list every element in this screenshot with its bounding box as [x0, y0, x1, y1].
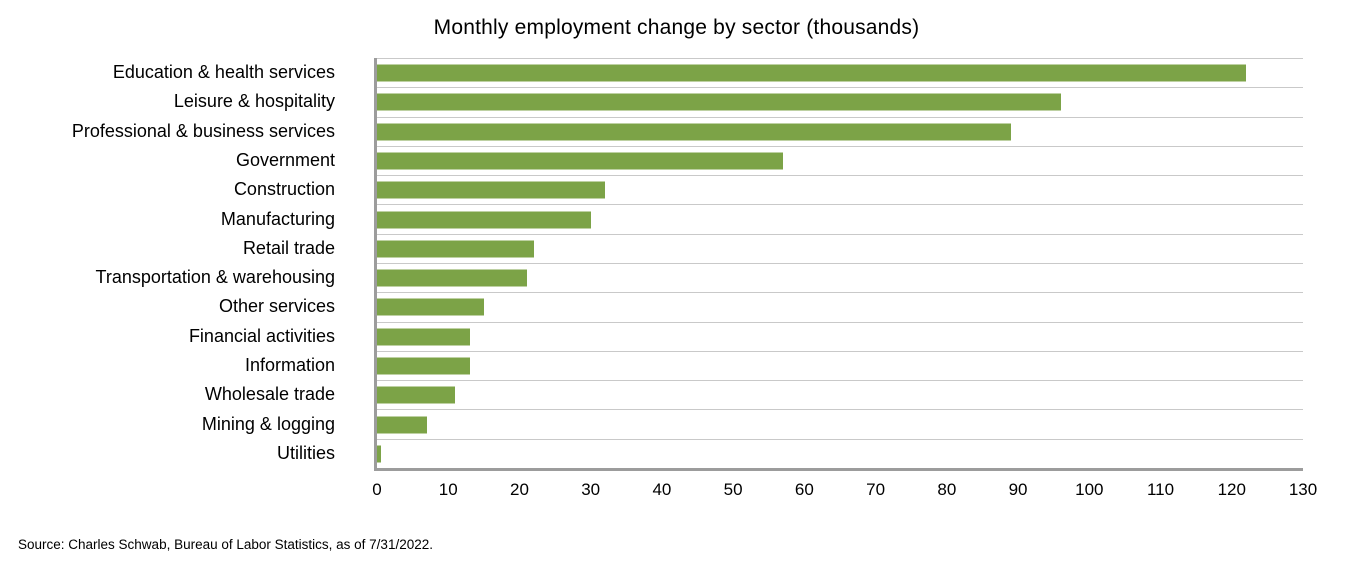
bar [377, 211, 591, 229]
bar-row [377, 87, 1303, 116]
bar-row [377, 116, 1303, 146]
x-tick-label: 30 [581, 480, 601, 499]
bar [377, 93, 1061, 111]
bar [377, 240, 534, 258]
bar-row [377, 409, 1303, 438]
x-tick-label: 90 [1008, 480, 1028, 499]
chart-title: Monthly employment change by sector (tho… [433, 16, 920, 39]
bar [377, 64, 1246, 82]
bar-row [377, 350, 1303, 380]
x-tick-label: 50 [723, 480, 743, 499]
bar-row [377, 58, 1303, 87]
x-tick-label: 70 [866, 480, 886, 499]
bar [377, 357, 470, 375]
x-tick-label: 20 [509, 480, 529, 499]
category-label: Information [244, 354, 335, 375]
category-label: Manufacturing [220, 208, 335, 229]
bar-row [377, 175, 1303, 204]
bar [377, 416, 427, 434]
category-label: Other services [218, 296, 335, 317]
x-axis-tick-labels: 0 10 20 30 40 50 60 70 80 90 100 110 120 130 [372, 480, 1317, 504]
bar [377, 269, 527, 287]
category-label: Financial activities [188, 325, 335, 346]
bar-row [377, 438, 1303, 468]
x-tick-label: 110 [1146, 480, 1175, 499]
bar [377, 386, 456, 404]
x-tick-label: 100 [1075, 480, 1104, 499]
source-note: Source: Charles Schwab, Bureau of Labor … [18, 537, 433, 552]
category-label: Retail trade [242, 237, 335, 258]
bar-row [377, 321, 1303, 351]
category-label: Utilities [276, 442, 335, 463]
category-label: Education & health services [112, 62, 335, 83]
bar [377, 181, 605, 199]
bar-row [377, 380, 1303, 409]
bar-row [377, 145, 1303, 175]
x-tick-label: 10 [438, 480, 458, 499]
category-label: Transportation & warehousing [95, 267, 335, 288]
category-label: Wholesale trade [204, 384, 335, 405]
category-label: Professional & business services [71, 120, 335, 141]
x-tick-label: 120 [1217, 480, 1246, 499]
bar-row [377, 204, 1303, 233]
bar [377, 152, 783, 170]
category-label: Construction [233, 179, 335, 200]
bar [377, 298, 484, 316]
bar-row [377, 262, 1303, 292]
bar [377, 123, 1011, 141]
category-axis-labels: Education & health services Leisure & hos… [0, 58, 356, 468]
bar [377, 445, 382, 463]
x-tick-label: 130 [1288, 480, 1318, 499]
plot-area [374, 58, 1303, 471]
bar [377, 328, 470, 346]
x-tick-label: 60 [794, 480, 814, 499]
x-tick-label: 0 [372, 480, 382, 499]
bar-row [377, 292, 1303, 321]
category-label: Leisure & hospitality [173, 91, 335, 112]
x-tick-label: 40 [652, 480, 672, 499]
category-label: Government [235, 149, 335, 170]
bar-row [377, 233, 1303, 263]
x-tick-label: 80 [937, 480, 957, 499]
category-label: Mining & logging [201, 413, 335, 434]
